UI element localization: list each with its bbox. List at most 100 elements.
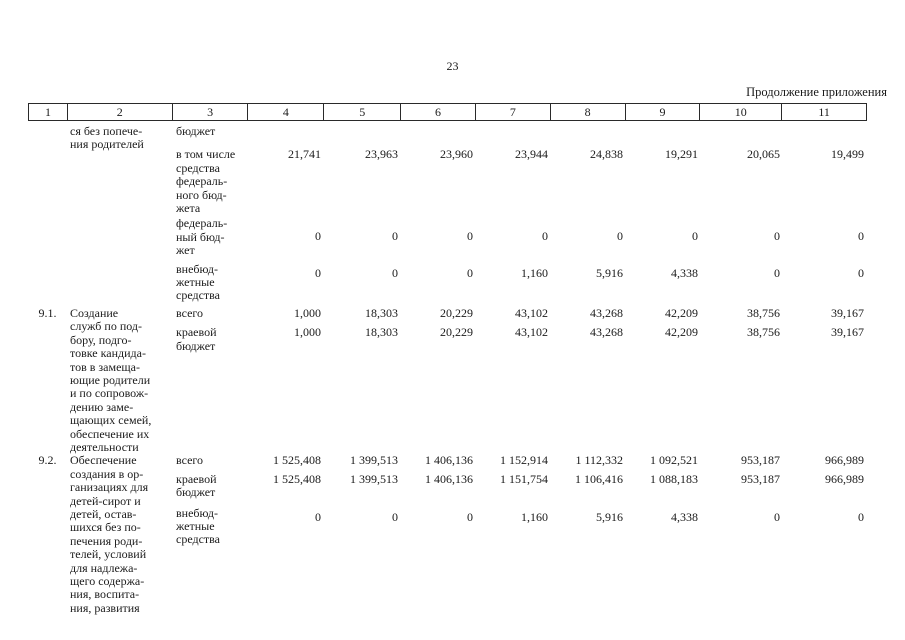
header-cell-col-4: 4 xyxy=(248,104,325,120)
value-cell: 966,989 xyxy=(825,471,864,486)
value-cell: 1 088,183 xyxy=(650,471,698,486)
budget-type-label: всего xyxy=(176,453,204,468)
value-cell: 0 xyxy=(542,229,548,244)
value-cell: 0 xyxy=(467,265,473,280)
value-cell: 23,960 xyxy=(440,147,473,162)
value-cell: 1 152,914 xyxy=(500,453,548,468)
value-cell: 42,209 xyxy=(665,325,698,340)
value-cell: 39,167 xyxy=(831,305,864,320)
value-cell: 5,916 xyxy=(596,509,623,524)
value-cell: 0 xyxy=(467,229,473,244)
value-cell: 0 xyxy=(858,265,864,280)
value-cell: 20,229 xyxy=(440,325,473,340)
row-name: Создание служб по под- бору, подго- товк… xyxy=(70,305,152,454)
value-cell: 0 xyxy=(315,265,321,280)
value-cell: 38,756 xyxy=(747,305,780,320)
page-number: 23 xyxy=(446,59,459,73)
table-body: ся без попече- ния родителей бюджет в том … xyxy=(28,124,867,615)
value-cell: 1 399,513 xyxy=(350,471,398,486)
value-cell: 0 xyxy=(315,509,321,524)
table-subrow: внебюд- жетные средства 0 0 0 1,160 5,916 4,33… xyxy=(172,261,867,303)
table-subrow: краевой бюджет 1 525,408 1 399,513 1 406,13… xyxy=(172,471,867,500)
header-cell-col-9: 9 xyxy=(626,104,701,120)
value-cell: 0 xyxy=(392,229,398,244)
value-cell: 966,989 xyxy=(825,453,864,468)
continuation-note: Продолжение приложения xyxy=(746,85,887,99)
table-subrow: бюджет xyxy=(172,124,867,138)
value-cell: 0 xyxy=(315,229,321,244)
value-cell: 0 xyxy=(858,509,864,524)
value-cell: 1 106,416 xyxy=(575,471,623,486)
table-row-group: 9.1. Создание служб по под- бору, подго- … xyxy=(28,305,867,454)
row-name: ся без попече- ния родителей xyxy=(70,124,144,152)
value-cell: 20,065 xyxy=(747,147,780,162)
value-cell: 0 xyxy=(692,229,698,244)
value-cell: 4,338 xyxy=(671,265,698,280)
value-cell: 19,499 xyxy=(831,147,864,162)
table-subrow: федераль- ный бюд- жет 0 0 0 0 0 0 0 0 xyxy=(172,217,867,257)
budget-type-label: внебюд- жетные средства xyxy=(176,261,221,303)
value-cell: 0 xyxy=(858,229,864,244)
value-cell: 43,268 xyxy=(590,325,623,340)
budget-type-label: бюджет xyxy=(176,124,216,138)
header-cell-col-10: 10 xyxy=(700,104,783,120)
table-header-row: 1 2 3 4 5 6 7 8 9 10 11 xyxy=(28,103,867,121)
value-cell: 0 xyxy=(774,229,780,244)
table-row-group: 9.2. Обеспечение создания в ор- ганизация… xyxy=(28,453,867,615)
value-cell: 0 xyxy=(774,509,780,524)
value-cell: 0 xyxy=(617,229,623,244)
header-cell-col-5: 5 xyxy=(324,104,402,120)
budget-type-label: федераль- ный бюд- жет xyxy=(176,216,228,258)
row-number: 9.2. xyxy=(38,453,57,468)
table-row-group: ся без попече- ния родителей бюджет в том … xyxy=(28,124,867,303)
value-cell: 4,338 xyxy=(671,509,698,524)
header-cell-col-7: 7 xyxy=(476,104,551,120)
value-cell: 1 112,332 xyxy=(575,453,623,468)
value-cell: 23,963 xyxy=(365,147,398,162)
row-number: 9.1. xyxy=(38,305,57,320)
value-cell: 1,000 xyxy=(294,325,321,340)
table-subrow: внебюд- жетные средства 0 0 0 1,160 5,916 4,33… xyxy=(172,505,867,547)
value-cell: 42,209 xyxy=(665,305,698,320)
value-cell: 24,838 xyxy=(590,147,623,162)
subrow-stack: бюджет в том числе средства федераль- ног… xyxy=(172,124,867,303)
table-subrow: в том числе средства федераль- ного бюд-… xyxy=(172,147,867,216)
header-cell-col-11: 11 xyxy=(818,104,830,119)
value-cell: 43,102 xyxy=(515,325,548,340)
budget-type-label: всего xyxy=(176,305,204,320)
value-cell: 0 xyxy=(774,265,780,280)
row-name: Обеспечение создания в ор- ганизациях дл… xyxy=(70,453,149,615)
budget-type-label: в том числе средства федераль- ного бюд-… xyxy=(176,147,236,216)
value-cell: 18,303 xyxy=(365,305,398,320)
budget-type-label: внебюд- жетные средства xyxy=(176,505,221,547)
table-subrow: краевой бюджет 1,000 18,303 20,229 43,102 43,… xyxy=(172,325,867,353)
table-subrow: всего 1,000 18,303 20,229 43,102 43,268 42,209… xyxy=(172,305,867,320)
value-cell: 39,167 xyxy=(831,325,864,340)
value-cell: 1 525,408 xyxy=(273,471,321,486)
value-cell: 1 399,513 xyxy=(350,453,398,468)
value-cell: 21,741 xyxy=(288,147,321,162)
header-cell-col-1: 1 xyxy=(29,104,68,120)
value-cell: 1,000 xyxy=(294,305,321,320)
subrow-stack: всего 1,000 18,303 20,229 43,102 43,268 42,209… xyxy=(172,305,867,353)
value-cell: 20,229 xyxy=(440,305,473,320)
value-cell: 19,291 xyxy=(665,147,698,162)
header-cell-col-3: 3 xyxy=(173,104,249,120)
value-cell: 1 525,408 xyxy=(273,453,321,468)
value-cell: 5,916 xyxy=(596,265,623,280)
value-cell: 43,268 xyxy=(590,305,623,320)
subrow-stack: всего 1 525,408 1 399,513 1 406,136 1 152,91… xyxy=(172,453,867,547)
header-cell-col-8: 8 xyxy=(551,104,626,120)
value-cell: 0 xyxy=(467,509,473,524)
value-cell: 43,102 xyxy=(515,305,548,320)
value-cell: 0 xyxy=(392,265,398,280)
budget-type-label: краевой бюджет xyxy=(176,325,217,353)
value-cell: 953,187 xyxy=(741,453,780,468)
header-cell-col-2: 2 xyxy=(68,104,173,120)
value-cell: 1,160 xyxy=(521,509,548,524)
value-cell: 1,160 xyxy=(521,265,548,280)
budget-type-label: краевой бюджет xyxy=(176,471,217,500)
value-cell: 23,944 xyxy=(515,147,548,162)
value-cell: 18,303 xyxy=(365,325,398,340)
